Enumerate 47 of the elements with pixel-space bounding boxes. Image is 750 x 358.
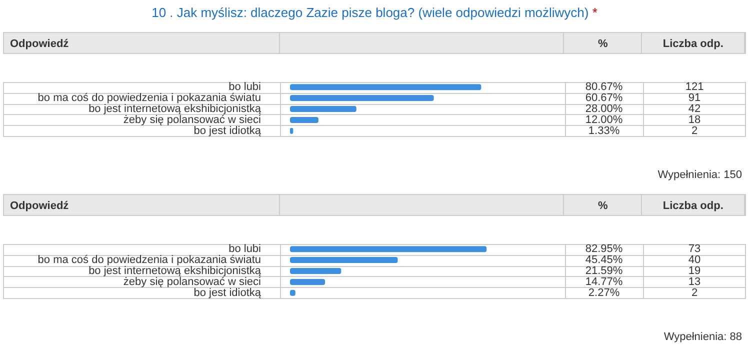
bar (290, 106, 356, 112)
y-tick-label: bo lubi (228, 81, 261, 94)
data-label: 2.27% (588, 286, 620, 299)
data-label: 1.33% (588, 124, 620, 137)
data-label: 82.95% (585, 243, 623, 256)
y-tick-label: bo ma coś do powiedzenia i pokazania światu (38, 92, 261, 104)
data-label: 21.59% (585, 265, 623, 278)
bar (290, 257, 398, 264)
chart-title: 10 . Jak myślisz: dlaczego Zazie pisze bloga? (wiele odpowiedzi możliwych) * (150, 4, 598, 22)
text: % (564, 195, 642, 215)
text: Wypełnienia: 150 (656, 168, 743, 183)
bar (290, 116, 318, 123)
text: Liczba odp. (642, 33, 745, 53)
y-tick-label: bo ma coś do powiedzenia i pokazania światu (38, 254, 261, 266)
data-label: 14.77% (585, 276, 623, 288)
text: 42 (688, 103, 701, 116)
text: 121 (685, 81, 704, 94)
text: Wypełnienia: 88 (662, 330, 743, 345)
text: Odpowiedź (4, 33, 280, 53)
bar (290, 84, 482, 90)
data-label: 28.00% (585, 103, 623, 116)
text: 2 (691, 124, 698, 137)
text: Liczba odp. (642, 195, 745, 215)
text: 13 (688, 276, 701, 288)
bar (290, 246, 487, 252)
data-label: 12.00% (585, 114, 623, 126)
text: 2 (691, 286, 698, 299)
bar (290, 278, 326, 285)
text: Odpowiedź (4, 195, 280, 215)
y-tick-label: bo jest idiotką (194, 286, 262, 299)
y-tick-label: żeby się polansować w sieci (123, 276, 261, 288)
text: 73 (688, 243, 701, 256)
text: 18 (688, 114, 701, 126)
bar (290, 95, 434, 102)
data-label: 60.67% (585, 92, 623, 104)
data-label: 80.67% (585, 81, 623, 94)
text: 91 (688, 92, 701, 104)
text: 19 (688, 265, 701, 278)
y-tick-label: bo lubi (228, 243, 261, 256)
text: 40 (688, 254, 701, 266)
text: % (564, 33, 642, 53)
bar (290, 268, 342, 274)
data-label: 45.45% (585, 254, 623, 266)
y-tick-label: bo jest internetową ekshibicjonistką (88, 265, 262, 278)
y-tick-label: bo jest idiotką (194, 124, 262, 137)
y-tick-label: bo jest internetową ekshibicjonistką (88, 103, 262, 116)
y-tick-label: żeby się polansować w sieci (123, 114, 261, 126)
